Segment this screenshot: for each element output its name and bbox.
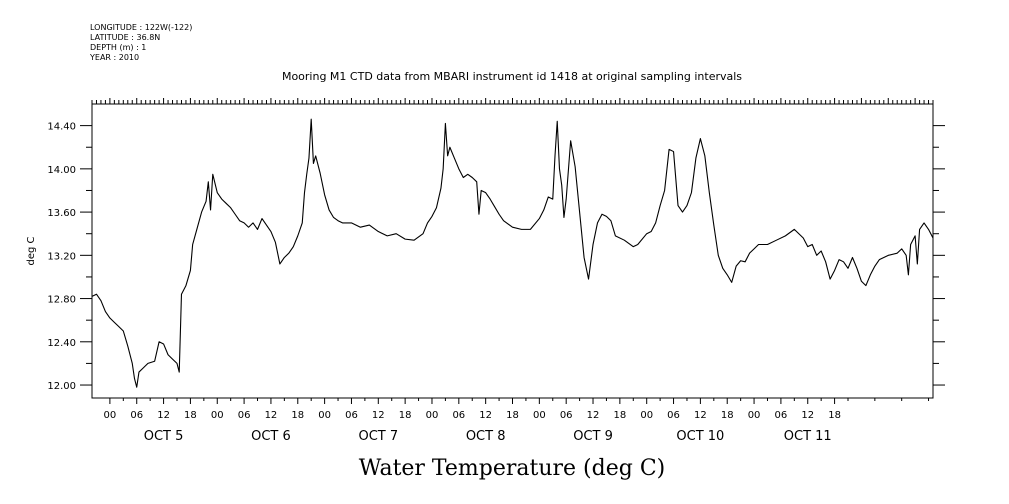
x-tick-label: 06 [238, 410, 251, 421]
x-tick-label: 18 [613, 410, 626, 421]
x-tick-label: 00 [748, 410, 761, 421]
y-tick-label: 13.20 [47, 251, 76, 262]
x-tick-label: 18 [721, 410, 734, 421]
depth-label: DEPTH (m) : 1 [90, 43, 146, 52]
x-tick-label: 06 [452, 410, 465, 421]
day-label: OCT 8 [466, 429, 506, 444]
x-tick-label: 12 [587, 410, 600, 421]
x-tick-label: 06 [775, 410, 788, 421]
y-tick-label: 12.80 [47, 295, 76, 306]
x-tick-label: 12 [479, 410, 492, 421]
day-label: OCT 5 [144, 429, 184, 444]
x-tick-label: 18 [291, 410, 304, 421]
x-tick-label: 00 [533, 410, 546, 421]
x-tick-label: 18 [184, 410, 197, 421]
x-axis-title: Water Temperature (deg C) [359, 456, 666, 481]
day-label: OCT 9 [573, 429, 613, 444]
x-tick-label: 18 [506, 410, 519, 421]
x-tick-label: 12 [265, 410, 278, 421]
y-axis-ticks: 12.00 12.40 12.80 13.20 13.60 14.00 14.40 [47, 122, 945, 392]
x-tick-label: 06 [667, 410, 680, 421]
y-tick-label: 14.00 [47, 165, 76, 176]
longitude-label: LONGITUDE : 122W(-122) [90, 23, 192, 32]
plot-frame [91, 103, 934, 399]
day-label: OCT 10 [676, 429, 724, 444]
y-tick-label: 13.60 [47, 208, 76, 219]
x-tick-label: 00 [640, 410, 653, 421]
y-axis-label: deg C [26, 236, 37, 265]
y-tick-label: 12.00 [47, 381, 76, 392]
x-axis-ticks: 00 06 12 18 00 06 12 18 00 06 12 18 00 06 12 18 00 06 12 18… [104, 398, 930, 444]
x-tick-label: 00 [426, 410, 439, 421]
x-tick-label: 12 [372, 410, 385, 421]
top-minor-ticks [91, 98, 934, 104]
series-layer [91, 118, 934, 388]
metadata-block: LONGITUDE : 122W(-122) LATITUDE : 36.8N … [89, 23, 192, 62]
day-label: OCT 7 [358, 429, 398, 444]
year-label: YEAR : 2010 [89, 53, 139, 62]
x-tick-label: 06 [345, 410, 358, 421]
x-tick-label: 12 [801, 410, 814, 421]
y-tick-label: 12.40 [47, 338, 76, 349]
x-tick-label: 18 [828, 410, 841, 421]
x-tick-label: 00 [211, 410, 224, 421]
x-tick-label: 00 [318, 410, 331, 421]
day-label: OCT 11 [784, 429, 832, 444]
day-label: OCT 6 [251, 429, 291, 444]
x-tick-label: 12 [157, 410, 170, 421]
x-tick-label: 06 [560, 410, 573, 421]
x-tick-label: 18 [399, 410, 412, 421]
x-tick-label: 00 [104, 410, 117, 421]
temperature-series-line [91, 118, 934, 388]
y-tick-label: 14.40 [47, 122, 76, 133]
x-tick-label: 06 [130, 410, 143, 421]
chart-title: Mooring M1 CTD data from MBARI instrumen… [282, 70, 742, 83]
latitude-label: LATITUDE : 36.8N [90, 33, 160, 42]
x-tick-label: 12 [694, 410, 707, 421]
